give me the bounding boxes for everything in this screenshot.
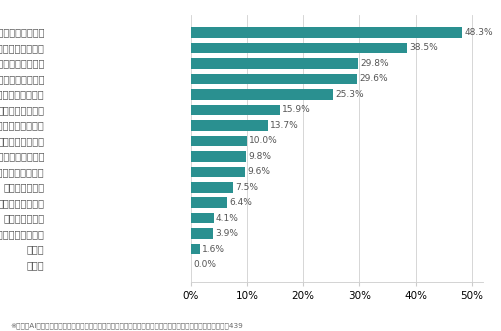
Text: 0.0%: 0.0% <box>192 260 215 269</box>
Bar <box>190 166 244 177</box>
Text: 10.0%: 10.0% <box>248 136 278 145</box>
Text: 6.4%: 6.4% <box>228 198 252 207</box>
Text: 資料作成スキル: 資料作成スキル <box>4 213 45 223</box>
Text: データ抽出・分析スキル: データ抽出・分析スキル <box>0 167 45 177</box>
Text: インフラ構築スキル: インフラ構築スキル <box>0 229 45 239</box>
Bar <box>190 43 406 53</box>
Text: 48.3%: 48.3% <box>463 28 492 37</box>
Bar <box>190 27 461 38</box>
Text: プロンプトのスキル: プロンプトのスキル <box>0 43 45 53</box>
Text: 13.7%: 13.7% <box>270 121 298 130</box>
Bar <box>190 151 245 162</box>
Bar <box>190 244 199 255</box>
Text: ※「生成AIの出現前と比較し、エンジニアに求められるスキルは変化した」と回答した採用担当者　回答数＝439: ※「生成AIの出現前と比較し、エンジニアに求められるスキルは変化した」と回答した… <box>10 323 242 329</box>
Text: ピープルマネジメントスキル: ピープルマネジメントスキル <box>0 58 45 69</box>
Text: プロジェクト管理スキル: プロジェクト管理スキル <box>0 89 45 99</box>
Bar <box>190 105 280 115</box>
Bar <box>190 213 213 223</box>
Text: 企画・提案スキル: 企画・提案スキル <box>0 136 45 146</box>
Bar <box>190 135 246 146</box>
Text: リスク管理スキル: リスク管理スキル <box>0 105 45 115</box>
Text: コミュニケーションスキル: コミュニケーションスキル <box>0 27 45 37</box>
Text: 38.5%: 38.5% <box>409 43 437 52</box>
Text: 9.8%: 9.8% <box>247 152 271 161</box>
Text: プレゼンテーションスキル: プレゼンテーションスキル <box>0 74 45 84</box>
Text: 1.6%: 1.6% <box>201 245 224 254</box>
Text: 25.3%: 25.3% <box>335 90 363 99</box>
Text: 7.5%: 7.5% <box>234 183 258 192</box>
Text: 予算管理スキル: 予算管理スキル <box>4 182 45 192</box>
Text: 4.1%: 4.1% <box>215 214 238 223</box>
Bar <box>190 58 358 69</box>
Text: 評価・検証スキル: 評価・検証スキル <box>0 198 45 208</box>
Bar <box>190 228 212 239</box>
Text: データベースの運用スキル: データベースの運用スキル <box>0 151 45 161</box>
Text: 9.6%: 9.6% <box>246 167 270 176</box>
Text: その他: その他 <box>27 260 45 270</box>
Text: 29.8%: 29.8% <box>360 59 388 68</box>
Bar <box>190 120 267 130</box>
Bar <box>190 73 356 84</box>
Bar <box>190 198 226 208</box>
Text: 英語力: 英語力 <box>27 244 45 254</box>
Text: 15.9%: 15.9% <box>282 105 311 114</box>
Text: プログラミングスキル: プログラミングスキル <box>0 120 45 130</box>
Text: 3.9%: 3.9% <box>214 229 237 238</box>
Text: 29.6%: 29.6% <box>359 74 387 83</box>
Bar <box>190 89 332 100</box>
Bar <box>190 182 232 193</box>
